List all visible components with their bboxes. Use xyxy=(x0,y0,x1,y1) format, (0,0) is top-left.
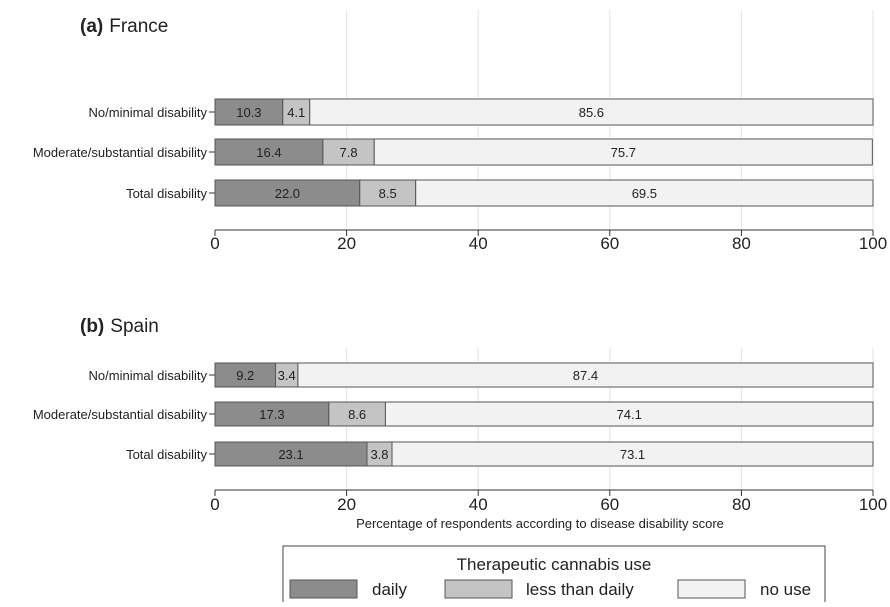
x-tick-label: 80 xyxy=(732,234,751,253)
bar-segment xyxy=(214,441,368,467)
legend: Therapeutic cannabis use daily less than d… xyxy=(282,545,826,607)
data-label: 75.7 xyxy=(611,145,636,160)
data-label: 73.1 xyxy=(620,447,645,462)
panel-1: (b) Spain No/minimal disability 9.2 3.4 87.4 M… xyxy=(33,316,887,531)
bar-segment xyxy=(415,179,874,207)
x-tick-label: 80 xyxy=(732,495,751,514)
x-tick-label: 40 xyxy=(469,234,488,253)
data-label: 4.1 xyxy=(287,105,305,120)
x-tick-label: 20 xyxy=(337,495,356,514)
x-tick-label: 20 xyxy=(337,234,356,253)
x-tick-label: 0 xyxy=(210,495,219,514)
bar-segment xyxy=(359,179,417,207)
panel-title: (a) France xyxy=(80,16,168,37)
data-label: 8.5 xyxy=(379,186,397,201)
data-label: 22.0 xyxy=(275,186,300,201)
x-tick-label: 0 xyxy=(210,234,219,253)
data-label: 69.5 xyxy=(632,186,657,201)
bar-segment xyxy=(322,138,375,166)
data-label: 8.6 xyxy=(348,407,366,422)
category-label: Moderate/substantial disability xyxy=(33,145,208,160)
category-label: Total disability xyxy=(126,447,207,462)
bar-segment xyxy=(214,98,284,126)
legend-item-label: less than daily xyxy=(526,580,634,599)
data-label: 23.1 xyxy=(278,447,303,462)
legend-swatch xyxy=(444,579,513,599)
panel-label: (a) xyxy=(80,16,103,37)
bar-segment xyxy=(366,441,393,467)
panel-title: (b) Spain xyxy=(80,316,159,337)
legend-item-label: daily xyxy=(372,580,407,599)
x-tick-label: 100 xyxy=(859,495,887,514)
legend-swatch xyxy=(289,579,358,599)
panel-title-text: Spain xyxy=(110,316,159,337)
bar-segment xyxy=(391,441,874,467)
category-label: Moderate/substantial disability xyxy=(33,407,208,422)
bar-segment xyxy=(214,138,324,166)
x-tick-label: 40 xyxy=(469,495,488,514)
legend-item-label: no use xyxy=(760,580,811,599)
category-label: Total disability xyxy=(126,186,207,201)
bar-segment xyxy=(384,401,874,427)
data-label: 16.4 xyxy=(256,145,281,160)
data-label: 87.4 xyxy=(573,368,598,383)
data-label: 7.8 xyxy=(340,145,358,160)
data-label: 17.3 xyxy=(259,407,284,422)
chart-panels: (a) France No/minimal disability 10.3 4.1 85.… xyxy=(33,10,887,531)
bar-segment xyxy=(297,362,874,388)
legend-swatch xyxy=(677,579,746,599)
data-label: 3.8 xyxy=(370,447,388,462)
legend-title: Therapeutic cannabis use xyxy=(457,555,652,574)
category-label: No/minimal disability xyxy=(89,105,208,120)
data-label: 3.4 xyxy=(278,368,296,383)
x-axis-label: Percentage of respondents according to d… xyxy=(356,516,724,531)
panel-title-text: France xyxy=(109,16,168,37)
bar-segment xyxy=(214,401,330,427)
panel-label: (b) xyxy=(80,316,104,337)
bar-segment xyxy=(214,362,277,388)
x-tick-label: 100 xyxy=(859,234,887,253)
bar-segment xyxy=(373,138,873,166)
bar-segment xyxy=(309,98,874,126)
data-label: 9.2 xyxy=(236,368,254,383)
bar-segment xyxy=(328,401,386,427)
x-tick-label: 60 xyxy=(600,495,619,514)
panel-0: (a) France No/minimal disability 10.3 4.1 85.… xyxy=(33,10,887,253)
data-label: 74.1 xyxy=(617,407,642,422)
bar-segment xyxy=(214,179,361,207)
x-tick-label: 60 xyxy=(600,234,619,253)
data-label: 10.3 xyxy=(236,105,261,120)
category-label: No/minimal disability xyxy=(89,368,208,383)
data-label: 85.6 xyxy=(579,105,604,120)
